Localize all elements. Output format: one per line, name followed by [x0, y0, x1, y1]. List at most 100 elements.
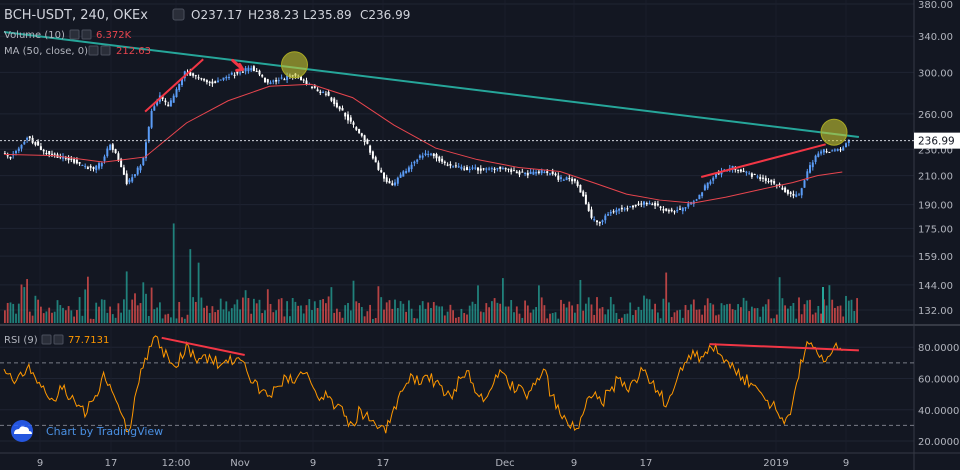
candle-body	[286, 75, 289, 80]
ma-eye-icon[interactable]	[88, 45, 99, 56]
main-legend[interactable]: BCH-USDT, 240, OKEx O237.17 H238.23 L235…	[4, 8, 410, 57]
candle-body	[667, 210, 670, 212]
tradingview-watermark[interactable]: Chart by TradingView	[11, 420, 163, 442]
candle-body	[584, 194, 587, 204]
candle-body	[499, 166, 502, 169]
volume-bar	[186, 314, 189, 323]
volume-bar	[275, 310, 277, 323]
volume-bar	[89, 318, 92, 323]
candle-body	[737, 169, 740, 171]
candle-body	[131, 177, 134, 182]
volume-bar	[764, 304, 767, 323]
volume-bar	[737, 304, 739, 323]
watermark-text: Chart by TradingView	[46, 425, 163, 438]
volume-bar	[676, 310, 679, 323]
rsi-axis[interactable]: 20.0000 40.0000 60.0000 80.0000	[918, 343, 959, 448]
volume-bar	[836, 306, 839, 323]
candle-body	[496, 168, 499, 170]
candle-body	[172, 95, 175, 103]
volume-bar	[233, 304, 236, 323]
candle-body	[449, 163, 452, 166]
volume-bar	[410, 308, 413, 323]
volume-bar	[53, 311, 56, 323]
volume-bar	[23, 287, 26, 323]
candle-body	[266, 79, 269, 83]
candle-body	[443, 161, 446, 164]
volume-bar	[192, 297, 194, 323]
volume-bar	[316, 307, 319, 323]
volume-bar	[546, 318, 549, 323]
candle-body	[828, 151, 831, 153]
volume-bar	[728, 303, 731, 323]
ma-legend-label[interactable]: MA (50, close, 0)	[4, 46, 88, 57]
volume-bar	[178, 301, 181, 323]
volume-bar	[363, 316, 366, 323]
price-axis[interactable]: 132.00 144.00 159.00 175.00 190.00 210.00 230.…	[914, 0, 960, 317]
candle-body	[529, 171, 532, 174]
candle-body	[244, 68, 247, 72]
candle-body	[715, 173, 717, 178]
ma-settings-icon[interactable]	[100, 45, 111, 56]
candle-body	[250, 68, 253, 71]
volume-bar	[289, 316, 291, 323]
volume-bar	[720, 303, 723, 323]
time-axis[interactable]: 9 17 12:00 Nov 9 17 Dec 9 17 2019 9	[37, 458, 849, 469]
volume-bar	[391, 308, 394, 323]
rsi-legend[interactable]: RSI (9) 77.7131	[4, 334, 109, 346]
volume-bar	[64, 310, 67, 323]
volume-bar	[413, 318, 416, 323]
volume-bar	[828, 285, 831, 323]
candle-body	[781, 187, 784, 190]
candle-body	[42, 149, 45, 152]
candle-body	[175, 89, 178, 98]
candle-body	[839, 149, 842, 151]
volume-bar	[313, 301, 316, 323]
volume-eye-icon[interactable]	[69, 29, 80, 40]
volume-settings-icon[interactable]	[81, 29, 92, 40]
volume-bar	[574, 312, 576, 323]
rsi-legend-label[interactable]: RSI (9)	[4, 335, 38, 346]
volume-bar	[648, 299, 651, 323]
volume-bar	[659, 318, 662, 323]
candle-body	[164, 100, 167, 103]
volume-bar	[333, 312, 336, 323]
volume-bar	[731, 309, 734, 323]
rsi-eye-icon[interactable]	[41, 334, 52, 345]
volume-bar	[175, 318, 178, 323]
volume-bar	[136, 305, 139, 323]
volume-bar	[424, 308, 427, 323]
candle-body	[269, 82, 272, 85]
candle-body	[261, 75, 264, 77]
candle-body	[665, 208, 668, 211]
rsi-tick-label: 20.0000	[918, 437, 959, 448]
rsi-settings-icon[interactable]	[53, 334, 64, 345]
volume-bar	[504, 306, 507, 323]
volume-bar	[551, 313, 554, 323]
volume-bar	[443, 315, 446, 323]
candle-body	[335, 102, 338, 108]
candle-body	[75, 159, 78, 164]
candle-body	[687, 203, 690, 207]
volume-bar	[247, 297, 250, 323]
candle-body	[510, 169, 513, 172]
candle-body	[482, 168, 485, 170]
volume-bar	[510, 300, 513, 323]
candle-body	[319, 91, 322, 93]
volume-bar	[792, 303, 795, 323]
settings-toggle-box[interactable]	[172, 8, 185, 21]
volume-legend-label[interactable]: Volume (10)	[4, 30, 65, 41]
volume-bar	[834, 307, 836, 323]
candle-body	[156, 100, 159, 106]
annotation-circle	[281, 51, 308, 79]
symbol-title[interactable]: BCH-USDT, 240, OKEx	[4, 8, 148, 23]
candle-body	[623, 208, 626, 210]
candle-body	[89, 166, 92, 168]
candle-body	[446, 164, 449, 166]
candle-body	[338, 106, 341, 110]
volume-bar	[814, 312, 817, 323]
volume-bar	[170, 317, 172, 323]
candle-body	[280, 77, 283, 79]
candle-body	[366, 139, 369, 144]
